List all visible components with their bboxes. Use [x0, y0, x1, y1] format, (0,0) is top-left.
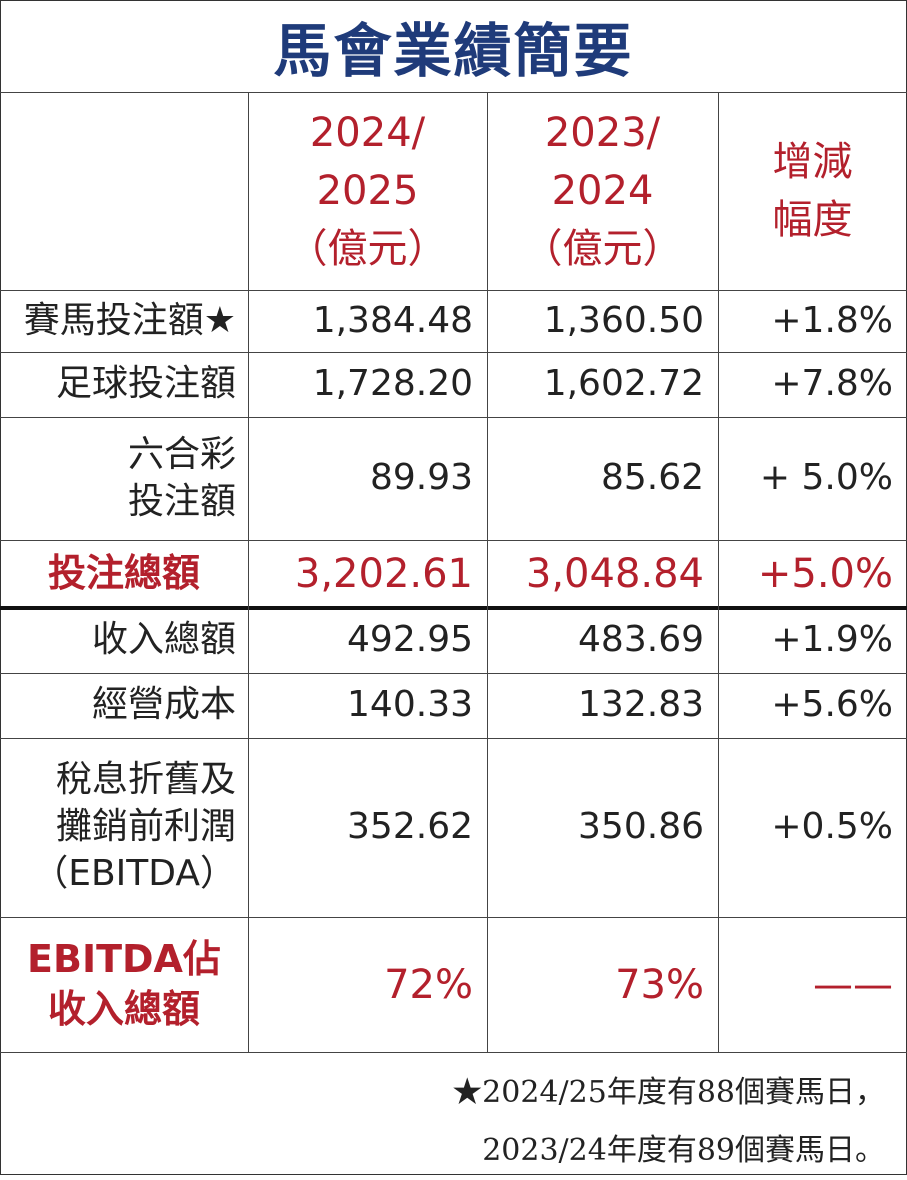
value-cell: 89.93 [248, 417, 487, 540]
cell-text: EBITDA佔 [27, 937, 221, 982]
cell-text: +5.0% [757, 551, 893, 597]
row-divider [0, 352, 907, 353]
row-divider [0, 417, 907, 418]
title: 馬會業績簡要 [273, 17, 634, 85]
cell-text: 投注總額 [47, 551, 200, 596]
row-label: 六合彩 投注額 [0, 417, 248, 540]
cell-text: 2025 [316, 168, 419, 214]
cell-text: 2023/24年度有89個賽馬日。 [482, 1133, 885, 1168]
column-divider [487, 92, 488, 1052]
cell-text: 72% [384, 961, 473, 1008]
value-cell: 352.62 [248, 738, 487, 917]
cell-text: +0.5% [771, 806, 893, 848]
cell-text: （億元） [522, 226, 683, 272]
row-divider [0, 540, 907, 541]
cell-text: 3,048.84 [525, 551, 704, 597]
value-cell: +0.5% [718, 738, 907, 917]
header-cell: 2024/2025 （億元） [248, 92, 487, 290]
value-cell: 1,602.72 [487, 352, 718, 417]
cell-text: 140.33 [347, 684, 473, 726]
row-divider [0, 738, 907, 739]
value-cell: 1,360.50 [487, 290, 718, 352]
row-label: 稅息折舊及攤銷前利潤 （EBITDA） [0, 738, 248, 917]
cell-text: 350.86 [578, 806, 704, 848]
value-cell: 85.62 [487, 417, 718, 540]
row-divider [0, 673, 907, 674]
cell-text: 稅息折舊及 [55, 759, 236, 801]
value-cell: +5.6% [718, 673, 907, 738]
header-cell: 2023/2024 （億元） [487, 92, 718, 290]
value-cell: 73% [487, 917, 718, 1052]
value-cell: 492.95 [248, 608, 487, 673]
cell-text: 賽馬投注額★ [23, 299, 236, 341]
value-cell: +7.8% [718, 352, 907, 417]
cell-text: 1,384.48 [312, 299, 473, 341]
row-label: 經營成本 [0, 673, 248, 738]
cell-text: 483.69 [578, 619, 704, 661]
cell-text: +5.6% [771, 684, 893, 726]
cell-text: 經營成本 [91, 684, 236, 726]
cell-text: 73% [615, 961, 704, 1008]
cell-text: 1,360.50 [543, 299, 704, 341]
column-divider [248, 92, 249, 1052]
value-cell: 3,048.84 [487, 540, 718, 608]
value-cell: 483.69 [487, 608, 718, 673]
value-cell: 140.33 [248, 673, 487, 738]
cell-text: 收入總額 [91, 619, 236, 661]
cell-text: 幅度 [772, 197, 853, 243]
value-cell: 1,384.48 [248, 290, 487, 352]
cell-text: ★2024/25年度有88個賽馬日， [452, 1075, 885, 1110]
cell-text: 收入總額 [47, 986, 200, 1031]
cell-text: 投注額 [127, 480, 236, 522]
cell-text: （EBITDA） [32, 852, 236, 894]
cell-text: 85.62 [600, 457, 704, 499]
cell-text: 2024 [551, 168, 654, 214]
cell-text: 2023/ [544, 110, 661, 156]
cell-text: 六合彩 [127, 433, 236, 475]
value-cell: 1,728.20 [248, 352, 487, 417]
cell-text: 攤銷前利潤 [55, 806, 236, 848]
value-cell: —— [718, 917, 907, 1052]
value-cell: +1.8% [718, 290, 907, 352]
row-label: 足球投注額 [0, 352, 248, 417]
row-label: EBITDA佔 收入總額 [0, 917, 248, 1052]
cell-text: 1,602.72 [543, 363, 704, 405]
cell-text: 132.83 [578, 684, 704, 726]
row-divider [0, 1052, 907, 1053]
cell-text: 3,202.61 [294, 551, 473, 597]
row-label: 賽馬投注額★ [0, 290, 248, 352]
column-divider [718, 92, 719, 1052]
cell-text: +1.8% [771, 299, 893, 341]
value-cell: +1.9% [718, 608, 907, 673]
row-label: 收入總額 [0, 608, 248, 673]
value-cell: 72% [248, 917, 487, 1052]
cell-text: 增減 [772, 139, 853, 185]
cell-text: 1,728.20 [312, 363, 473, 405]
row-label: 投注總額 [0, 540, 248, 608]
row-divider [0, 290, 907, 291]
cell-text: 2024/ [309, 110, 426, 156]
cell-text: 352.62 [347, 806, 473, 848]
value-cell: 132.83 [487, 673, 718, 738]
cell-text: —— [813, 961, 893, 1008]
header-cell: 增減 幅度 [718, 92, 907, 290]
row-divider [0, 606, 907, 610]
value-cell: 3,202.61 [248, 540, 487, 608]
cell-text: + 5.0% [759, 457, 893, 499]
cell-text: 492.95 [347, 619, 473, 661]
cell-text: +1.9% [771, 619, 893, 661]
cell-text: 89.93 [369, 457, 473, 499]
value-cell: +5.0% [718, 540, 907, 608]
row-divider [0, 917, 907, 918]
value-cell: 350.86 [487, 738, 718, 917]
footnote: ★2024/25年度有88個賽馬日， 2023/24年度有89個賽馬日。 [0, 1052, 907, 1175]
row-divider [0, 92, 907, 93]
cell-text: 足球投注額 [55, 363, 236, 405]
cell-text: +7.8% [771, 363, 893, 405]
value-cell: + 5.0% [718, 417, 907, 540]
cell-text: （億元） [287, 226, 448, 272]
